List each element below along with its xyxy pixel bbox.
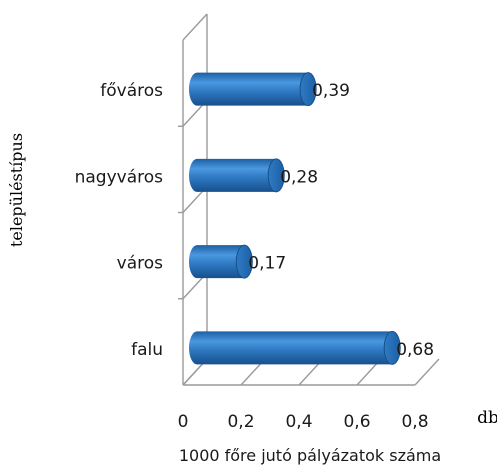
x-axis-unit: db	[477, 408, 497, 428]
bar-body	[197, 158, 277, 192]
x-depth-line	[414, 358, 440, 386]
category-label: főváros	[100, 81, 163, 101]
x-tick-label: 0	[178, 412, 189, 432]
category-label: nagyváros	[75, 167, 164, 187]
bar: 0,68	[189, 330, 434, 365]
x-tick-label: 0,4	[285, 412, 312, 432]
bar-value-label: 0,17	[248, 254, 286, 274]
x-tick-label: 0,6	[343, 412, 370, 432]
bar-body	[197, 331, 393, 365]
x-tick-label: 0,2	[227, 412, 254, 432]
bar-left-cap	[189, 158, 205, 192]
category-label: város	[117, 254, 163, 274]
bar-end-cap	[299, 72, 317, 107]
bar-left-cap	[189, 72, 205, 106]
bar: 0,17	[189, 244, 286, 279]
top-depth-line	[182, 13, 208, 41]
x-tick-label: 0,8	[401, 412, 428, 432]
x-tick-labels: 0 0,2 0,4 0,6 0,8	[178, 412, 429, 432]
bar-left-cap	[189, 331, 205, 365]
bar-body	[197, 72, 309, 106]
bar-end-cap	[267, 158, 285, 193]
bar-value-label: 0,68	[396, 340, 434, 360]
bars: 0,39 0,28 0,17 0,68	[189, 72, 434, 365]
bar: 0,39	[189, 72, 350, 107]
plot-frame	[178, 13, 440, 386]
category-labels: főváros nagyváros város falu	[75, 81, 164, 360]
y-axis-label: településtípus	[7, 133, 26, 247]
category-label: falu	[131, 340, 163, 360]
bar-left-cap	[189, 245, 205, 279]
bar: 0,28	[189, 158, 318, 193]
bar-value-label: 0,39	[312, 81, 350, 101]
x-axis-label: 1000 főre jutó pályázatok száma	[179, 446, 441, 465]
bar-value-label: 0,28	[280, 167, 318, 187]
bar-end-cap	[235, 244, 253, 279]
bar-end-cap	[383, 330, 401, 365]
